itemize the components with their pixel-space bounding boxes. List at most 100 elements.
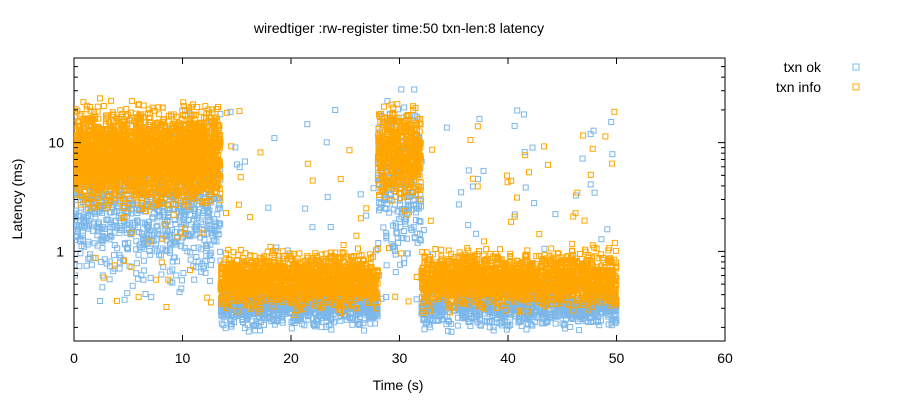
data-point — [99, 284, 106, 291]
data-point — [395, 106, 402, 113]
data-point — [134, 275, 141, 282]
data-point — [86, 254, 93, 261]
data-point — [476, 115, 483, 122]
data-point — [74, 197, 79, 204]
data-point — [88, 261, 95, 268]
data-point — [455, 201, 462, 208]
data-point — [202, 258, 209, 265]
data-point — [217, 248, 224, 255]
data-point — [99, 245, 106, 251]
data-point — [576, 327, 583, 334]
data-point — [552, 211, 559, 218]
data-point — [147, 274, 154, 281]
data-point — [94, 103, 101, 110]
data-point — [138, 272, 145, 279]
data-point — [187, 249, 194, 256]
data-point — [116, 265, 123, 272]
data-point — [213, 238, 220, 245]
data-point — [133, 270, 140, 277]
data-point — [302, 205, 309, 212]
scatter-points — [74, 86, 620, 335]
data-point — [215, 205, 222, 212]
data-point — [401, 104, 408, 111]
data-point — [142, 291, 149, 297]
data-point — [398, 86, 405, 93]
data-point — [121, 296, 128, 303]
data-point — [135, 251, 142, 258]
data-point — [147, 251, 154, 258]
data-point — [82, 222, 88, 229]
data-point — [332, 107, 339, 113]
data-point — [83, 213, 90, 220]
data-point — [124, 245, 130, 252]
data-point — [529, 144, 536, 151]
data-point — [179, 277, 185, 284]
data-point — [96, 219, 103, 226]
data-point — [376, 193, 383, 200]
data-point — [383, 262, 390, 269]
data-point — [135, 224, 141, 231]
data-point — [201, 236, 208, 243]
data-point — [242, 158, 248, 165]
data-point — [153, 223, 160, 230]
data-point — [608, 119, 615, 125]
data-point — [480, 167, 487, 174]
data-point — [133, 260, 140, 267]
data-point — [154, 222, 161, 229]
chart-title: wiredtiger :rw-register time:50 txn-len:… — [253, 20, 544, 36]
data-point — [140, 102, 147, 109]
data-point — [195, 258, 202, 265]
data-point — [327, 224, 334, 230]
data-point — [83, 206, 90, 213]
data-point — [85, 255, 92, 262]
data-point — [107, 209, 114, 216]
data-point — [99, 209, 105, 216]
data-point — [108, 97, 115, 104]
data-point — [567, 324, 574, 330]
data-point — [206, 277, 213, 284]
data-point — [172, 220, 179, 227]
data-point — [100, 103, 107, 109]
data-point — [124, 290, 131, 297]
data-point — [97, 298, 104, 304]
data-point — [97, 236, 104, 243]
data-point — [475, 176, 481, 183]
data-point — [465, 222, 472, 229]
data-point — [304, 121, 311, 128]
data-point — [193, 264, 200, 271]
data-point — [411, 86, 418, 93]
series-txn-info — [74, 95, 620, 318]
data-point — [106, 276, 113, 283]
data-point — [181, 244, 188, 251]
data-point — [412, 112, 419, 119]
data-point — [158, 232, 165, 239]
data-point — [216, 220, 223, 227]
data-point — [198, 246, 205, 253]
data-point — [380, 224, 387, 231]
data-point — [92, 210, 98, 217]
data-point — [174, 258, 181, 265]
data-point — [153, 241, 160, 248]
data-point — [337, 317, 344, 324]
data-point — [79, 229, 86, 236]
data-point — [176, 289, 183, 296]
data-point — [370, 185, 377, 192]
data-point — [193, 225, 200, 232]
data-point — [141, 267, 148, 274]
data-point — [111, 229, 118, 236]
data-point — [201, 231, 208, 238]
data-point — [191, 276, 198, 283]
data-point — [207, 241, 214, 248]
data-point — [140, 257, 147, 264]
data-point — [514, 107, 521, 114]
data-point — [309, 224, 316, 231]
data-point — [197, 219, 204, 226]
data-point — [117, 226, 124, 233]
data-point — [587, 181, 594, 188]
data-point — [357, 191, 364, 198]
data-point — [133, 238, 140, 245]
data-point — [98, 225, 105, 232]
data-point — [552, 320, 559, 327]
data-point — [541, 245, 548, 252]
